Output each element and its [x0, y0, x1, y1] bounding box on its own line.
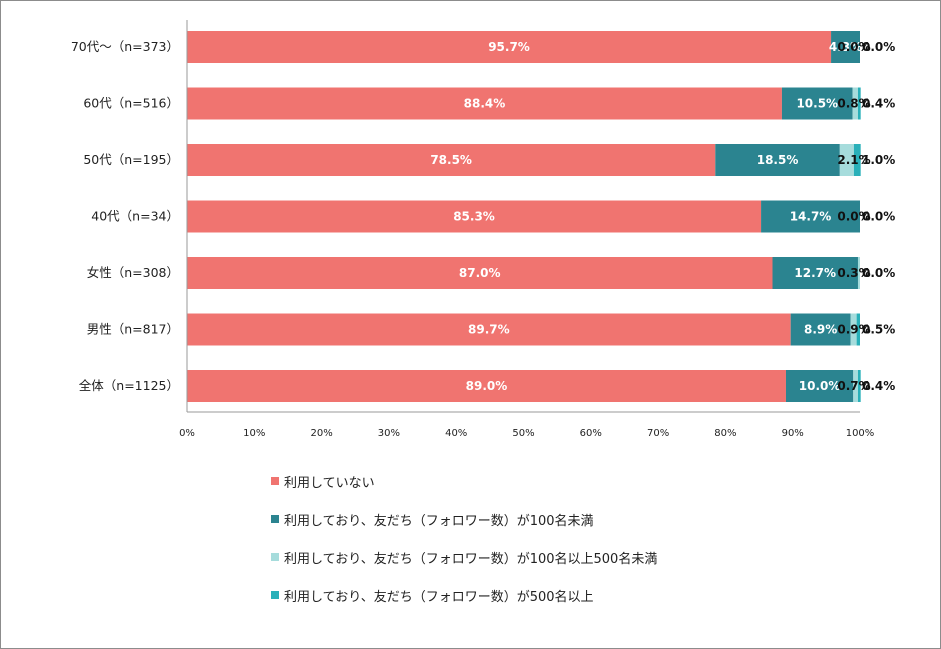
data-label: 87.0% — [459, 266, 501, 280]
data-label: 85.3% — [453, 210, 495, 224]
data-label: 1.0% — [862, 153, 895, 167]
category-label: 70代～（n=373） — [71, 39, 179, 54]
bar-segment — [839, 144, 854, 176]
bar-segment — [857, 370, 861, 402]
legend-item-not-using: 利用していない — [271, 472, 657, 491]
x-tick-label: 80% — [714, 428, 736, 439]
bar-segment — [853, 370, 858, 402]
bar-segment — [187, 200, 762, 233]
data-label: 0.0% — [862, 40, 895, 54]
category-label: 男性（n=817） — [87, 322, 179, 337]
data-label: 78.5% — [430, 153, 472, 167]
bar-segment — [187, 87, 782, 120]
bar-segment — [187, 370, 786, 402]
data-label: 2.1% — [837, 153, 870, 167]
category-label: 40代（n=34） — [91, 209, 179, 224]
x-tick-label: 0% — [179, 428, 195, 439]
x-tick-label: 20% — [310, 428, 332, 439]
x-tick-label: 30% — [378, 428, 400, 439]
bar-segment — [785, 370, 854, 402]
x-tick-label: 60% — [580, 428, 602, 439]
bars-layer — [187, 31, 861, 402]
data-label: 0.0% — [837, 40, 870, 54]
bar-segment — [187, 257, 773, 289]
x-tick-label: 40% — [445, 428, 467, 439]
category-label: 女性（n=308） — [87, 265, 179, 280]
legend-label: 利用しており、友だち（フォロワー数）が500名以上 — [284, 589, 594, 605]
bar-segment — [831, 31, 860, 63]
bar-segment — [781, 87, 853, 120]
bar-segment — [790, 313, 851, 346]
category-label: 全体（n=1125） — [79, 378, 179, 393]
data-label: 10.5% — [796, 97, 838, 111]
data-label: 12.7% — [794, 266, 836, 280]
x-tick-label: 70% — [647, 428, 669, 439]
bar-segment — [772, 257, 858, 289]
legend-swatch — [271, 591, 279, 599]
data-label: 95.7% — [488, 40, 530, 54]
labels-layer: 70代～（n=373） 95.7% 4.3%0.0%0.0%60代（n=516） 88… — [71, 39, 895, 393]
data-label: 0.0% — [862, 266, 895, 280]
legend-item-under-100: 利用しており、友だち（フォロワー数）が100名未満 — [271, 510, 657, 529]
legend-label: 利用していない — [284, 475, 375, 491]
data-label: 0.4% — [862, 379, 895, 393]
bar-segment — [856, 313, 860, 346]
category-label: 50代（n=195） — [83, 152, 179, 167]
legend-label: 利用しており、友だち（フォロワー数）が100名以上500名未満 — [284, 551, 658, 567]
data-label: 88.4% — [464, 97, 506, 111]
data-label: 8.9% — [804, 323, 837, 337]
legend-swatch — [271, 515, 279, 523]
legend-item-500-plus: 利用しており、友だち（フォロワー数）が500名以上 — [271, 586, 657, 605]
bar-segment — [761, 200, 860, 233]
bar-segment — [850, 313, 857, 346]
axes-layer: 0% 10% 20% 30% 40% 50% 60% 70% 80% 90% 100% — [179, 20, 874, 439]
legend-label: 利用しており、友だち（フォロワー数）が100名未満 — [284, 513, 594, 529]
data-label: 89.0% — [466, 379, 508, 393]
data-label: 14.7% — [790, 210, 832, 224]
data-label: 0.8% — [837, 97, 870, 111]
data-label: 0.4% — [862, 97, 895, 111]
x-tick-label: 90% — [782, 428, 804, 439]
data-label: 0.7% — [837, 379, 870, 393]
bar-segment — [187, 31, 832, 63]
data-label: 18.5% — [757, 153, 799, 167]
data-label: 0.9% — [837, 323, 870, 337]
data-label: 0.5% — [862, 323, 895, 337]
data-label: 0.0% — [862, 210, 895, 224]
bar-segment — [187, 313, 791, 346]
x-tick-label: 100% — [846, 428, 875, 439]
legend-swatch — [271, 553, 279, 561]
data-label: 4.3% — [829, 40, 862, 54]
data-label: 0.3% — [837, 266, 870, 280]
bar-segment — [852, 87, 858, 120]
legend-item-100-to-500: 利用しており、友だち（フォロワー数）が100名以上500名未満 — [271, 548, 658, 567]
bar-segment — [715, 144, 840, 176]
x-tick-label: 50% — [512, 428, 534, 439]
x-tick-label: 10% — [243, 428, 265, 439]
category-label: 60代（n=516） — [83, 96, 179, 111]
bar-segment — [857, 87, 861, 120]
bar-segment — [857, 257, 860, 289]
bar-segment — [187, 144, 716, 176]
data-label: 10.0% — [799, 379, 841, 393]
bar-segment — [853, 144, 861, 176]
data-label: 89.7% — [468, 323, 510, 337]
data-label: 0.0% — [837, 210, 870, 224]
legend: 利用していない 利用しており、友だち（フォロワー数）が100名未満 利用しており… — [271, 472, 657, 624]
legend-swatch — [271, 477, 279, 485]
